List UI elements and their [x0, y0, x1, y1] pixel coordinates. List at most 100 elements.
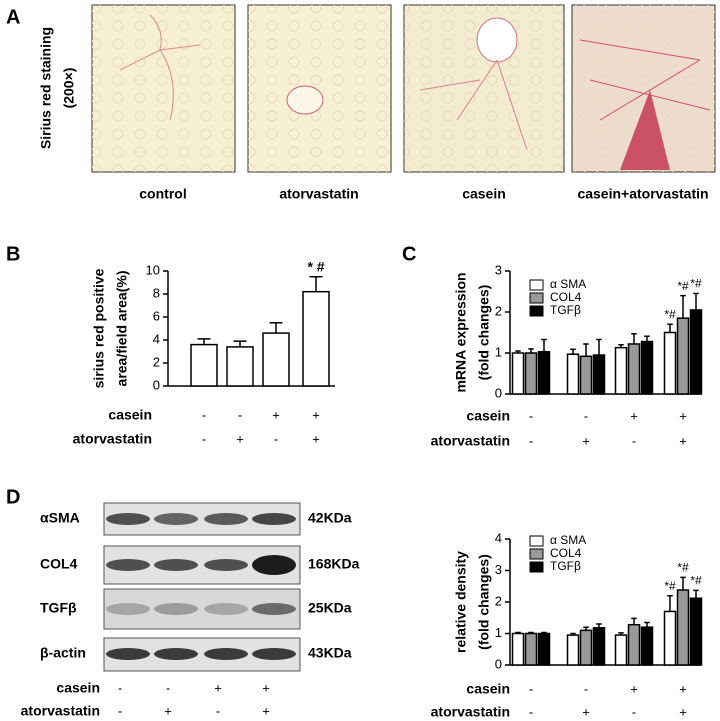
molecular-weight: 25KDa — [308, 600, 352, 616]
y-tick-label: 6 — [153, 308, 160, 323]
error-bar — [667, 594, 673, 612]
condition-label: atorvastatin — [73, 431, 152, 447]
y-tick-label: 4 — [153, 331, 160, 346]
bar — [627, 623, 641, 666]
bar — [537, 351, 551, 395]
molecular-weight: 168KDa — [308, 556, 360, 572]
legend-swatch — [529, 305, 544, 317]
legend-label: α SMA — [550, 277, 586, 291]
image-caption: atorvastatin — [279, 186, 358, 202]
condition-sign: + — [679, 433, 687, 448]
error-bar — [631, 332, 637, 344]
bar — [627, 343, 641, 395]
error-bar — [631, 617, 637, 625]
panel-label: A — [6, 6, 20, 28]
legend-label: COL4 — [550, 290, 582, 304]
blot-band — [204, 513, 248, 525]
legend-label: α SMA — [550, 533, 586, 547]
y-tick-label: 0 — [495, 656, 502, 671]
condition-label: atorvastatin — [21, 703, 100, 719]
error-bar — [570, 632, 576, 636]
error-bar — [309, 276, 323, 292]
y-tick-label: 2 — [153, 354, 160, 369]
bar — [592, 627, 606, 666]
blot-band — [204, 603, 248, 615]
y-label: Sirius red staining — [38, 27, 54, 149]
blot-band — [252, 603, 296, 615]
blot-band — [154, 513, 198, 525]
error-bar — [693, 292, 699, 310]
error-bar — [680, 294, 686, 319]
error-bar — [528, 631, 534, 634]
bar — [592, 354, 606, 395]
bar — [537, 632, 551, 666]
micrographs — [91, 4, 716, 173]
bar — [614, 346, 628, 395]
condition-sign: - — [632, 433, 636, 448]
y-tick-label: 4 — [495, 530, 502, 545]
error-bar — [680, 576, 686, 591]
significance: *# — [677, 279, 689, 293]
condition-sign: + — [582, 704, 590, 719]
bar — [689, 309, 703, 395]
condition-sign: + — [630, 408, 638, 423]
error-bar — [197, 338, 211, 345]
y-tick-label: 10 — [146, 262, 160, 277]
protein-name: COL4 — [40, 556, 78, 572]
condition-sign: - — [632, 704, 636, 719]
y-axis-label: (fold changes) — [476, 554, 492, 650]
bar — [302, 290, 330, 387]
panel-label: B — [6, 243, 20, 265]
bar — [676, 317, 690, 395]
protein-name: β-actin — [40, 645, 86, 661]
blot-band — [154, 603, 198, 615]
bar — [524, 352, 538, 395]
blot-band — [204, 648, 248, 660]
condition-sign: + — [679, 681, 687, 696]
condition-sign: + — [262, 680, 270, 695]
y-tick-label: 2 — [495, 593, 502, 608]
y-axis-label: mRNA expression — [453, 272, 469, 392]
error-bar — [618, 632, 624, 636]
blot-band — [252, 648, 296, 660]
bar — [614, 634, 628, 666]
y-axis-label: area/field area(%) — [114, 271, 130, 387]
error-bar — [570, 348, 576, 355]
y-tick-label: 0 — [153, 377, 160, 392]
y-axis-label: relative density — [453, 551, 469, 653]
bar — [262, 332, 290, 387]
panel-label: D — [6, 486, 20, 508]
condition-sign: - — [584, 408, 588, 423]
blot-band — [252, 513, 296, 525]
error-bar — [644, 335, 650, 342]
y-tick-label: 3 — [495, 262, 502, 277]
blot-band — [106, 648, 150, 660]
bar — [663, 610, 677, 666]
condition-label: atorvastatin — [431, 704, 510, 720]
molecular-weight: 42KDa — [308, 510, 352, 526]
condition-sign: + — [312, 431, 320, 446]
legend-label: TGFβ — [550, 303, 581, 317]
y-axis-label: (fold changes) — [476, 285, 492, 381]
legend-swatch — [529, 561, 544, 573]
blot-band — [154, 559, 198, 571]
error-bar — [596, 338, 602, 356]
error-bar — [596, 623, 602, 628]
error-bar — [515, 631, 521, 634]
y-tick-label: 3 — [495, 562, 502, 577]
condition-sign: - — [529, 433, 533, 448]
y-tick-label: 8 — [153, 285, 160, 300]
significance: * # — [307, 258, 324, 274]
blot-band — [154, 648, 198, 660]
y-tick-label: 1 — [495, 625, 502, 640]
condition-sign: + — [679, 704, 687, 719]
image-caption: casein — [462, 186, 506, 202]
bar — [676, 589, 690, 666]
significance: *# — [690, 574, 702, 588]
significance: *# — [677, 561, 689, 575]
bar — [579, 629, 593, 666]
legend-swatch — [529, 279, 544, 291]
bar — [511, 352, 525, 395]
condition-sign: + — [164, 703, 172, 718]
condition-sign: - — [118, 703, 122, 718]
